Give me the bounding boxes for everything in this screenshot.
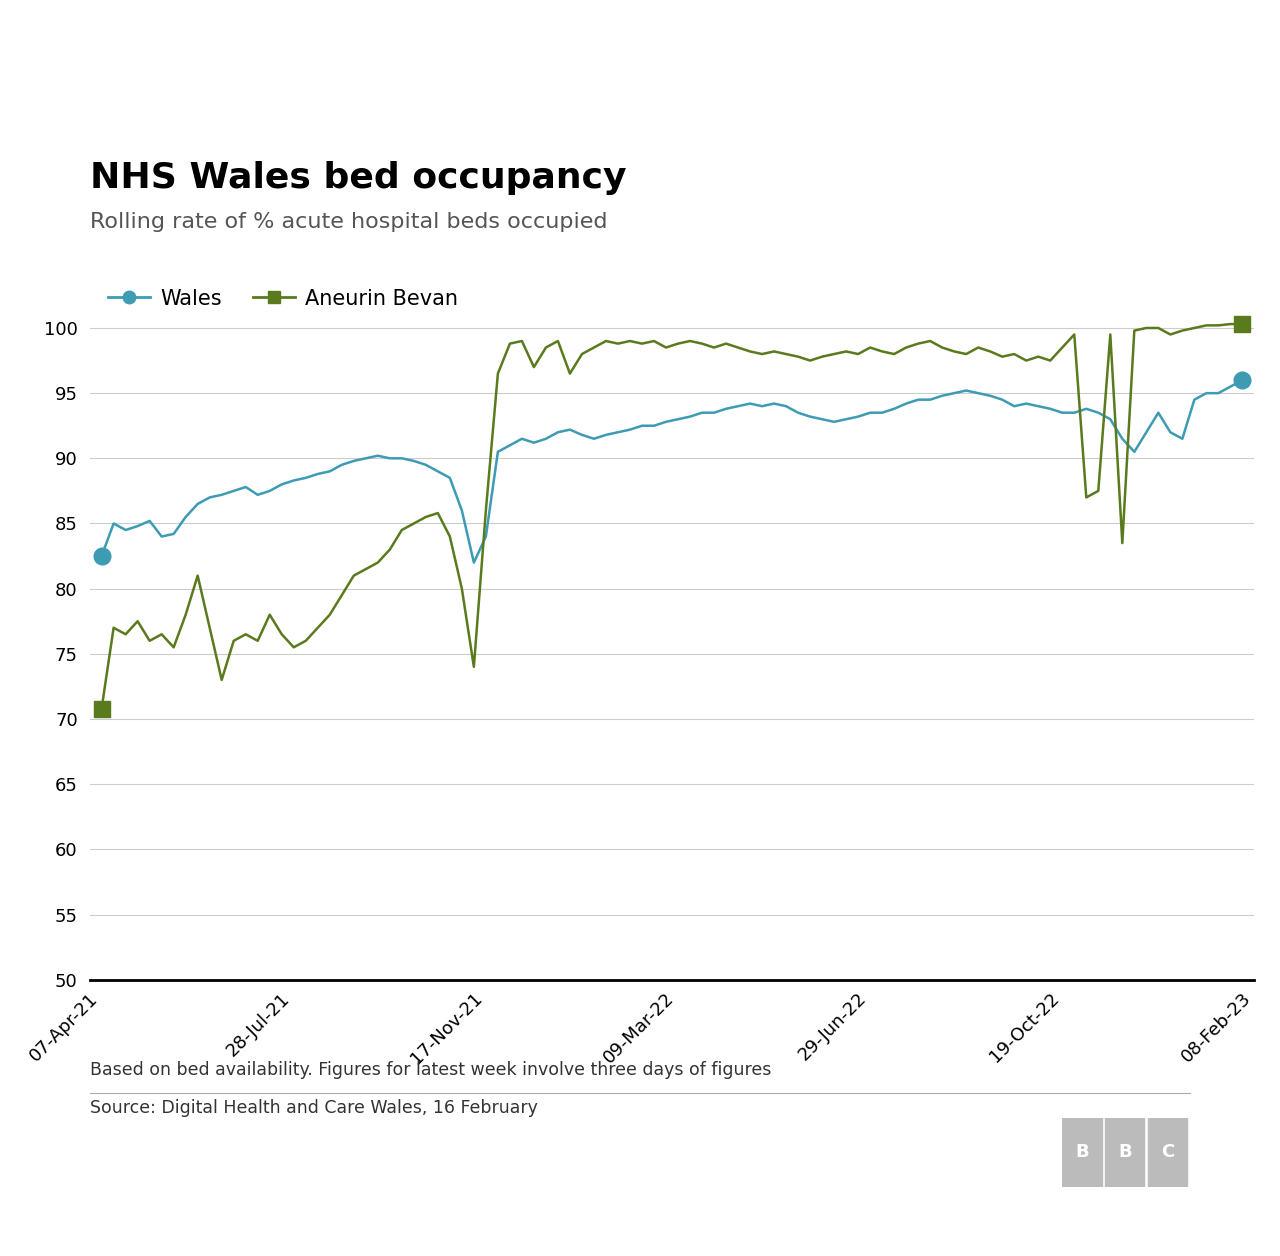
Text: NHS Wales bed occupancy: NHS Wales bed occupancy <box>90 161 626 195</box>
Bar <box>1105 1118 1144 1187</box>
Text: Source: Digital Health and Care Wales, 16 February: Source: Digital Health and Care Wales, 1… <box>90 1099 538 1117</box>
Text: Rolling rate of % acute hospital beds occupied: Rolling rate of % acute hospital beds oc… <box>90 212 607 232</box>
Text: C: C <box>1161 1143 1174 1162</box>
Text: Based on bed availability. Figures for latest week involve three days of figures: Based on bed availability. Figures for l… <box>90 1061 771 1079</box>
Legend: Wales, Aneurin Bevan: Wales, Aneurin Bevan <box>100 280 467 317</box>
Text: B: B <box>1075 1143 1089 1162</box>
Bar <box>1148 1118 1187 1187</box>
Text: B: B <box>1117 1143 1132 1162</box>
Bar <box>1062 1118 1102 1187</box>
